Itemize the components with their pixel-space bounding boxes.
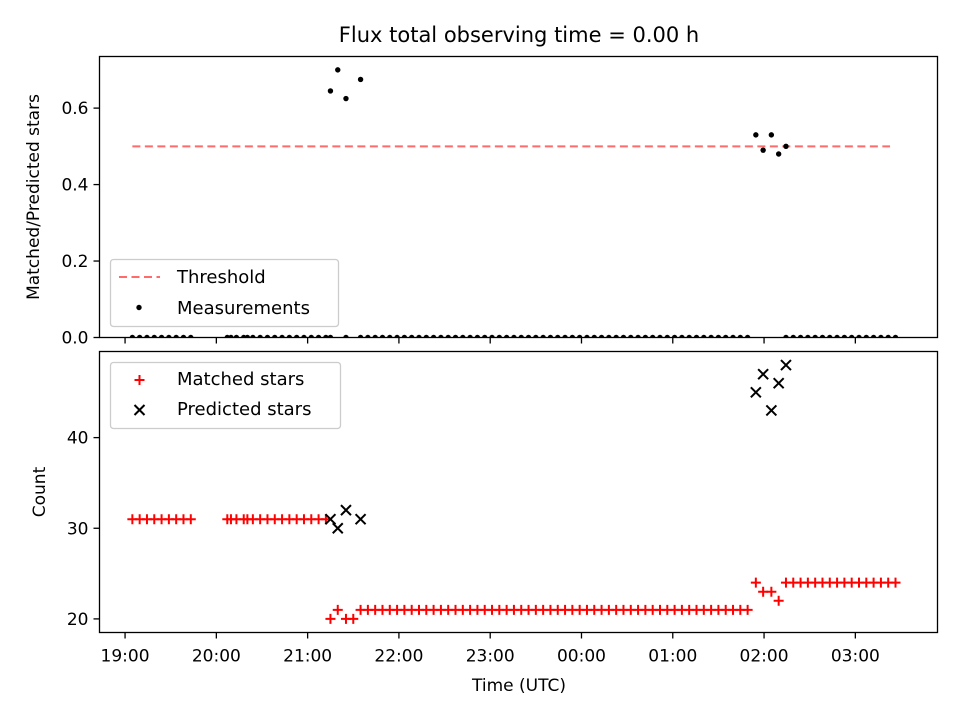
measurements-legend-swatch xyxy=(136,304,142,311)
predicted-stars-point xyxy=(340,504,352,516)
x-axis-label: Time (UTC) xyxy=(471,676,566,696)
measurement-point xyxy=(343,95,349,102)
top-legend-box xyxy=(109,258,340,328)
top-y-tick-label: 0.2 xyxy=(61,252,88,272)
bottom-y-axis-label: Count xyxy=(30,466,50,517)
measurement-point xyxy=(753,132,759,138)
predicted-legend-swatch xyxy=(133,404,146,416)
star-count-plot-area xyxy=(127,359,901,624)
bottom-x-tick-label: 20:00 xyxy=(192,647,241,667)
matched-stars-point xyxy=(742,604,753,615)
matched-stars-point xyxy=(890,577,901,588)
predicted-stars-point xyxy=(772,377,785,389)
measurement-point xyxy=(327,88,334,94)
measurement-point xyxy=(783,143,789,150)
measurement-point xyxy=(760,147,766,153)
bottom-x-tick-label: 19:00 xyxy=(101,647,150,667)
matched-stars-point xyxy=(750,577,761,588)
predicted-stars-point xyxy=(780,359,792,371)
bottom-y-tick-label: 40 xyxy=(67,429,89,449)
predicted-stars-point xyxy=(750,386,762,398)
predicted-stars-point xyxy=(354,513,367,525)
matched-stars-point xyxy=(185,514,196,525)
top-axis-ticks: 0.0 0.2 0.4 0.6 xyxy=(61,99,856,349)
bottom-legend-box xyxy=(109,361,342,430)
bottom-x-tick-label: 23:00 xyxy=(466,647,515,667)
measurement-point xyxy=(335,67,341,73)
top-legend: Threshold Measurements xyxy=(109,258,340,328)
matched-stars-point xyxy=(773,595,784,606)
threshold-legend-label: Threshold xyxy=(176,267,266,288)
bottom-legend: Matched stars Predicted stars xyxy=(109,361,342,430)
top-axes-frame xyxy=(98,55,939,339)
measurement-point xyxy=(768,132,775,138)
matched-stars-point xyxy=(332,604,343,615)
top-y-tick-label: 0.4 xyxy=(61,176,88,196)
measurement-point xyxy=(775,151,782,157)
matched-stars-point xyxy=(325,613,336,624)
measurements-legend-label: Measurements xyxy=(177,298,310,319)
bottom-axis-ticks: 20 30 40 19:00 20:00 21:00 22:00 23:00 00:00 01:0… xyxy=(67,429,880,667)
matched-legend-label: Matched stars xyxy=(177,369,304,390)
matched-stars-point xyxy=(348,613,359,624)
bottom-x-tick-label: 22:00 xyxy=(374,647,423,667)
bottom-x-tick-label: 00:00 xyxy=(557,647,606,667)
bottom-axes-frame xyxy=(98,350,939,634)
bottom-y-tick-label: 30 xyxy=(67,519,89,539)
predicted-stars-point xyxy=(765,404,778,417)
bottom-x-tick-label: 02:00 xyxy=(740,647,789,667)
flux-ratio-panel: 0.0 0.2 0.4 0.6 Matched/Predicted stars Thr… xyxy=(24,55,939,349)
matched-stars-point xyxy=(766,586,777,597)
bottom-x-tick-label: 21:00 xyxy=(283,647,332,667)
chart-title: Flux total observing time = 0.00 h xyxy=(339,23,699,47)
predicted-legend-label: Predicted stars xyxy=(177,399,311,420)
measurement-point xyxy=(357,76,364,83)
bottom-y-tick-label: 20 xyxy=(67,610,89,630)
matched-legend-swatch xyxy=(134,375,145,385)
predicted-stars-point xyxy=(757,368,769,380)
predicted-stars-point xyxy=(324,513,337,525)
top-y-tick-label: 0.0 xyxy=(61,329,88,349)
star-count-panel: 20 30 40 19:00 20:00 21:00 22:00 23:00 00:00 01:0… xyxy=(30,350,939,696)
predicted-stars-point xyxy=(332,522,344,534)
bottom-x-tick-label: 03:00 xyxy=(831,647,880,667)
top-y-tick-label: 0.6 xyxy=(61,99,88,119)
bottom-x-tick-label: 01:00 xyxy=(648,647,697,667)
top-y-axis-label: Matched/Predicted stars xyxy=(24,94,44,300)
